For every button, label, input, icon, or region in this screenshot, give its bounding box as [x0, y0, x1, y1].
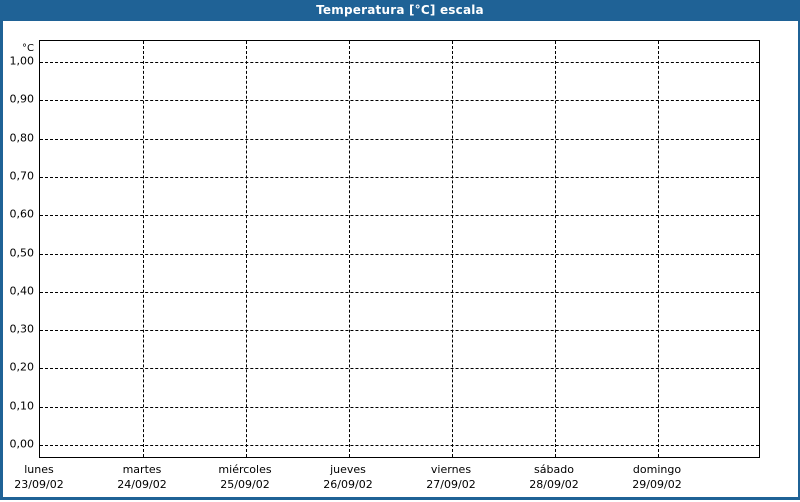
horizontal-gridline	[40, 138, 759, 140]
window-title-bar: Temperatura [°C] escala	[0, 0, 800, 21]
x-axis-tick-date: 26/09/02	[323, 478, 373, 491]
y-axis-tick-label: 0,90	[9, 92, 35, 106]
x-axis-tick-label: jueves 26/09/02	[323, 462, 372, 492]
vertical-gridline	[658, 41, 659, 457]
plot-area	[39, 40, 760, 458]
x-axis-tick-day: martes	[122, 463, 162, 476]
x-axis-tick-date: 24/09/02	[117, 478, 167, 491]
y-axis-tick-label: 0,80	[9, 131, 35, 145]
horizontal-gridline	[40, 62, 759, 63]
x-axis-tick-day: viernes	[430, 463, 472, 476]
x-axis-tick-date: 28/09/02	[529, 478, 579, 491]
y-axis-tick-label: 0,60	[9, 207, 35, 221]
x-axis-tick-date: 25/09/02	[220, 478, 270, 491]
y-axis-tick-label: 1,00	[9, 54, 35, 68]
horizontal-gridline	[40, 215, 759, 217]
x-axis-tick-day: domingo	[632, 463, 682, 476]
horizontal-gridline	[40, 368, 759, 370]
horizontal-gridline	[40, 406, 759, 408]
horizontal-gridline	[40, 445, 759, 446]
vertical-gridline	[143, 41, 144, 457]
vertical-gridline	[349, 41, 350, 457]
x-axis-tick-day: jueves	[330, 463, 366, 476]
y-axis-tick-label: 0,40	[9, 284, 35, 298]
page-title: Temperatura [°C] escala	[316, 3, 484, 17]
y-axis-tick-label: 0,20	[9, 360, 35, 374]
x-axis-labels: lunes 23/09/02 martes 24/09/02 miércoles 25/0…	[0, 462, 800, 502]
x-axis-tick-date: 27/09/02	[426, 478, 476, 491]
x-axis-tick-day: miércoles	[218, 463, 272, 476]
vertical-gridline	[246, 41, 247, 457]
chart-canvas: °C 1,00 0,90 0,80 0,70 0,60 0,50 0,40 0,30 0,20 0…	[0, 21, 800, 500]
horizontal-gridline	[40, 291, 759, 293]
x-axis-tick-day: lunes	[24, 463, 54, 476]
horizontal-gridline	[40, 253, 759, 255]
x-axis-tick-label: sábado 28/09/02	[529, 462, 578, 492]
y-axis-labels: °C 1,00 0,90 0,80 0,70 0,60 0,50 0,40 0,30 0,20 0…	[0, 40, 35, 458]
y-axis-tick-label: 0,00	[9, 437, 35, 451]
x-axis-tick-day: sábado	[534, 463, 574, 476]
x-axis-tick-label: viernes 27/09/02	[426, 462, 475, 492]
x-axis-tick-label: lunes 23/09/02	[14, 462, 63, 492]
x-axis-tick-label: martes 24/09/02	[117, 462, 166, 492]
x-axis-tick-label: domingo 29/09/02	[632, 462, 681, 492]
y-axis-tick-label: 0,30	[9, 322, 35, 336]
y-axis-unit-label: °C	[22, 43, 34, 54]
x-axis-tick-date: 29/09/02	[632, 478, 682, 491]
y-axis-tick-label: 0,70	[9, 169, 35, 183]
vertical-gridline	[555, 41, 556, 457]
x-axis-tick-date: 23/09/02	[14, 478, 64, 491]
y-axis-tick-label: 0,10	[9, 399, 35, 413]
vertical-gridline	[452, 41, 453, 457]
y-axis-tick-label: 0,50	[9, 246, 35, 259]
horizontal-gridline	[40, 330, 759, 332]
x-axis-tick-label: miércoles 25/09/02	[218, 462, 271, 492]
horizontal-gridline	[40, 100, 759, 102]
horizontal-gridline	[40, 176, 759, 178]
